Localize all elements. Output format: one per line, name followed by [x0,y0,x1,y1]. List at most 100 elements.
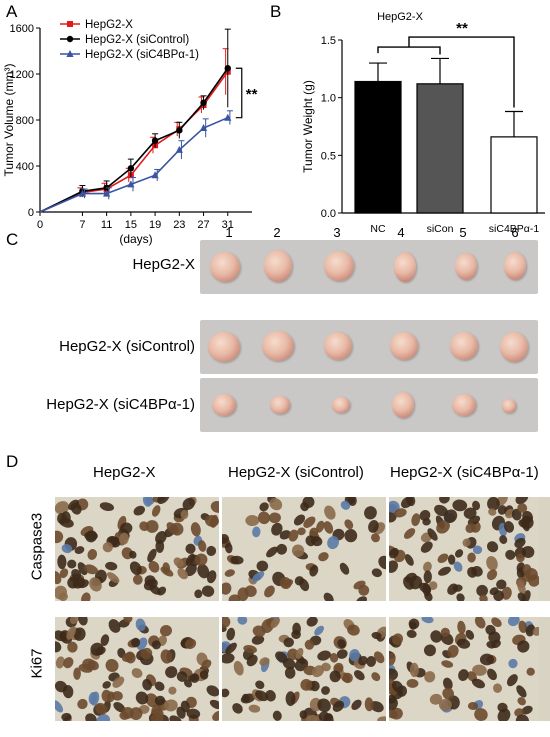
cell-nucleus [336,649,348,659]
column-number: 6 [511,225,519,240]
cell-nucleus [252,526,261,538]
row-label-hepg2x: HepG2-X [132,256,195,273]
cell-nucleus [321,686,330,695]
significance-bracket [235,67,243,119]
legend-label: HepG2-X [85,19,133,31]
cell-nucleus [489,587,499,595]
cell-nucleus [323,592,334,601]
cell-nucleus [324,505,336,520]
cell-nucleus [406,497,416,507]
cell-nucleus [245,515,260,527]
cell-nucleus [132,574,143,585]
cell-nucleus [186,708,201,719]
cell-nucleus [279,530,291,540]
data-point [224,113,232,121]
cell-nucleus [371,672,381,682]
cell-nucleus [411,513,421,527]
data-point [199,124,208,132]
cell-nucleus [251,571,265,583]
ihc-image [389,617,550,721]
cell-nucleus [185,553,195,566]
cell-nucleus [454,549,464,558]
cell-nucleus [129,550,137,559]
cell-nucleus [67,559,77,569]
cell-nucleus [177,568,188,580]
ihc-image [55,497,219,601]
cell-nucleus [169,715,182,721]
cell-nucleus [100,634,110,647]
cell-nucleus [135,691,149,705]
cell-nucleus [246,654,258,667]
cell-nucleus [499,535,508,544]
data-point [103,189,111,197]
cell-nucleus [496,579,507,590]
cell-nucleus [521,705,533,715]
cell-nucleus [129,561,142,576]
y-axis-label: Tumor Volume (mm³) [2,64,16,177]
cell-nucleus [99,502,115,512]
panel-letter-a: A [6,2,18,21]
cell-nucleus [157,497,170,505]
chart-title: HepG2-X [377,11,424,23]
cell-nucleus [82,658,96,671]
data-point [200,99,207,106]
cell-nucleus [55,570,62,585]
cell-nucleus [283,637,295,648]
cell-nucleus [389,668,398,681]
cell-nucleus [486,556,498,571]
cell-nucleus [373,651,385,664]
tumor-sample [324,332,352,360]
cell-nucleus [284,667,296,679]
cell-nucleus [297,527,306,536]
cell-nucleus [95,702,108,715]
cell-nucleus [299,710,308,719]
y-tick-label: 0.0 [321,208,336,220]
cell-nucleus [317,698,331,713]
tumor-photo-row-3 [200,378,538,432]
cell-nucleus [252,625,266,637]
cell-nucleus [224,569,235,577]
cell-nucleus [423,561,432,573]
cell-nucleus [310,536,323,547]
cell-nucleus [106,572,120,583]
series-line [39,116,229,213]
cell-nucleus [389,709,398,719]
cell-nucleus [61,712,72,721]
panel-letter-b: B [270,2,282,21]
cell-nucleus [315,520,325,533]
cell-nucleus [447,554,456,565]
cell-nucleus [441,660,454,668]
legend-marker [66,50,74,57]
cell-nucleus [206,570,217,584]
ihc-row-label-caspase3: Caspase3 [28,512,46,581]
cell-nucleus [516,553,525,563]
cell-nucleus [463,507,477,519]
cell-nucleus [377,716,386,721]
column-number: 3 [333,225,341,240]
cell-nucleus [67,641,78,653]
cell-nucleus [222,688,230,698]
cell-nucleus [522,510,534,523]
cell-nucleus [155,531,167,544]
cell-nucleus [77,698,88,710]
data-point [127,165,135,172]
cell-nucleus [304,639,315,650]
cell-nucleus [467,515,481,526]
cell-nucleus [303,516,316,528]
cell-nucleus [442,687,455,700]
cell-nucleus [55,530,64,544]
data-point [127,180,135,188]
cell-nucleus [184,638,197,650]
cell-nucleus [108,619,121,633]
cell-nucleus [467,566,478,578]
cell-nucleus [204,514,219,527]
cell-nucleus [113,702,126,713]
cell-nucleus [516,685,527,698]
tumor-sample [394,252,416,282]
cell-nucleus [515,714,529,721]
y-tick-label: 0.5 [321,150,336,162]
cell-nucleus [354,670,365,681]
cell-nucleus [59,568,69,579]
tumor-sample [262,331,294,361]
cell-nucleus [201,585,215,597]
